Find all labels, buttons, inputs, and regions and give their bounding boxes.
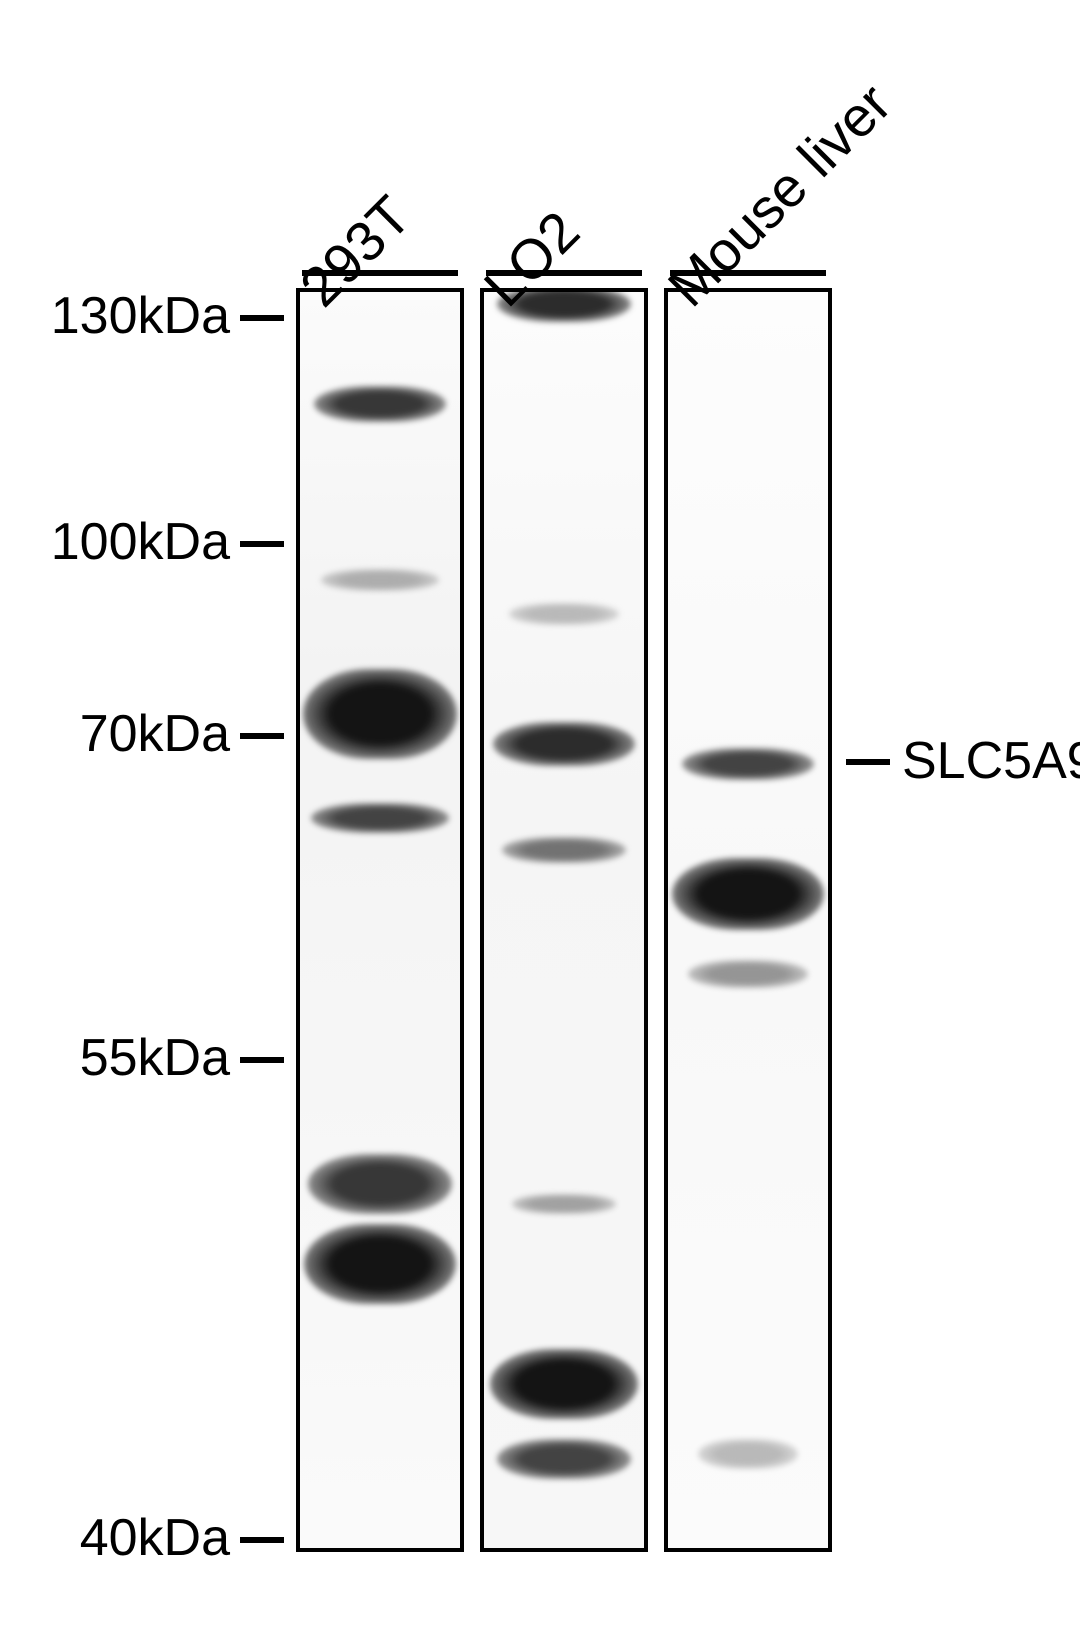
- mw-marker-label: 100kDa: [51, 512, 230, 572]
- lane-label: Mouse liver: [655, 71, 903, 319]
- blot-band: [682, 748, 813, 780]
- mw-marker-tick: [240, 1537, 284, 1543]
- lane-mouse-liver: [664, 288, 832, 1552]
- blot-band: [512, 1194, 616, 1214]
- lane-293T: [296, 288, 464, 1552]
- blot-band: [509, 603, 620, 625]
- mw-marker-label: 70kDa: [80, 704, 230, 764]
- mw-marker-label: 55kDa: [80, 1028, 230, 1088]
- blot-band: [698, 1439, 799, 1469]
- blot-band: [314, 386, 445, 422]
- mw-marker-tick: [240, 733, 284, 739]
- lane-LO2: [480, 288, 648, 1552]
- mw-marker-tick: [240, 315, 284, 321]
- mw-marker-label: 130kDa: [51, 286, 230, 346]
- blot-band: [688, 960, 809, 988]
- blot-band: [493, 722, 634, 766]
- blot-band: [311, 803, 449, 833]
- target-label: SLC5A9: [902, 731, 1080, 791]
- blot-band: [304, 1224, 455, 1304]
- blot-band: [497, 1439, 631, 1479]
- blot-band: [490, 1349, 638, 1419]
- mw-marker-label: 40kDa: [80, 1508, 230, 1568]
- western-blot-figure: 130kDa100kDa70kDa55kDa40kDa293TLO2Mouse …: [0, 0, 1080, 1629]
- blot-band: [672, 858, 823, 930]
- blot-band: [321, 569, 439, 591]
- mw-marker-tick: [240, 1057, 284, 1063]
- target-tick: [846, 759, 890, 765]
- blot-band: [502, 837, 626, 863]
- blot-band: [303, 669, 458, 759]
- blot-band: [308, 1154, 452, 1214]
- mw-marker-tick: [240, 541, 284, 547]
